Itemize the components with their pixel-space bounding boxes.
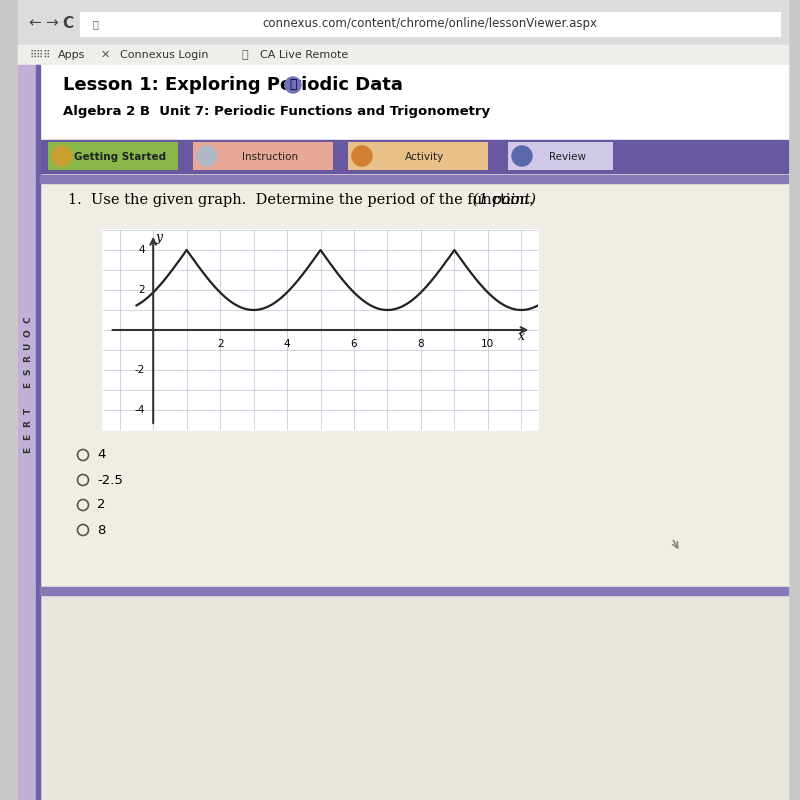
Text: 🔒: 🔒 (92, 19, 98, 29)
Text: 2: 2 (138, 285, 145, 295)
Circle shape (197, 146, 217, 166)
Text: -2.5: -2.5 (97, 474, 123, 486)
Text: x: x (518, 330, 525, 343)
Bar (40, 175, 788, 595)
Bar (40, 65, 788, 140)
Text: Review: Review (549, 152, 586, 162)
Bar (18, 0, 788, 45)
Text: Instruction: Instruction (242, 152, 298, 162)
Text: Algebra 2 B  Unit 7: Periodic Functions and Trigonometry: Algebra 2 B Unit 7: Periodic Functions a… (63, 106, 490, 118)
Bar (18, 45, 788, 65)
Text: Connexus Login: Connexus Login (120, 50, 209, 60)
Text: Activity: Activity (406, 152, 445, 162)
Bar (40, 587, 788, 595)
Text: 2: 2 (217, 339, 223, 349)
Text: 8: 8 (97, 523, 106, 537)
Text: E: E (23, 447, 33, 453)
Text: -2: -2 (134, 365, 145, 375)
Text: connexus.com/content/chrome/online/lessonViewer.aspx: connexus.com/content/chrome/online/lesso… (262, 18, 598, 30)
Bar (348, 142, 488, 170)
Bar (36, 65, 40, 800)
Text: E: E (23, 434, 33, 440)
Text: R: R (23, 421, 33, 427)
Text: →: → (46, 15, 58, 30)
Circle shape (285, 77, 301, 93)
Bar (48, 142, 178, 170)
Text: Apps: Apps (58, 50, 86, 60)
Bar (40, 175, 788, 183)
Text: 🔔: 🔔 (242, 50, 248, 60)
Circle shape (352, 146, 372, 166)
Text: y: y (156, 230, 162, 243)
Text: E: E (23, 382, 33, 388)
Text: ⠿⠿⠿: ⠿⠿⠿ (30, 50, 50, 60)
Bar (18, 65, 40, 800)
Text: ←: ← (29, 15, 42, 30)
Text: -4: -4 (134, 405, 145, 415)
Text: Lesson 1: Exploring Periodic Data: Lesson 1: Exploring Periodic Data (63, 76, 403, 94)
Text: Getting Started: Getting Started (74, 152, 166, 162)
Text: (1 point): (1 point) (468, 193, 536, 207)
Text: U: U (23, 342, 33, 350)
Text: 4: 4 (97, 449, 106, 462)
Text: 6: 6 (350, 339, 358, 349)
Text: O: O (23, 329, 33, 337)
Text: 4: 4 (138, 245, 145, 255)
Bar (193, 142, 333, 170)
Text: R: R (23, 355, 33, 362)
Text: C: C (62, 15, 74, 30)
Text: CA Live Remote: CA Live Remote (260, 50, 348, 60)
Text: 4: 4 (284, 339, 290, 349)
Text: 1.  Use the given graph.  Determine the period of the function.: 1. Use the given graph. Determine the pe… (68, 193, 534, 207)
Text: T: T (23, 408, 33, 414)
Bar (40, 140, 788, 173)
Text: S: S (23, 369, 33, 375)
Text: 8: 8 (418, 339, 424, 349)
Circle shape (52, 146, 72, 166)
Bar (508, 142, 613, 170)
Text: 2: 2 (97, 498, 106, 511)
Text: 10: 10 (482, 339, 494, 349)
Bar (80, 12, 780, 36)
Text: ✕: ✕ (100, 50, 110, 60)
Text: 🌍: 🌍 (290, 78, 297, 91)
Bar (103, 230, 538, 430)
Circle shape (512, 146, 532, 166)
Text: C: C (23, 317, 33, 323)
